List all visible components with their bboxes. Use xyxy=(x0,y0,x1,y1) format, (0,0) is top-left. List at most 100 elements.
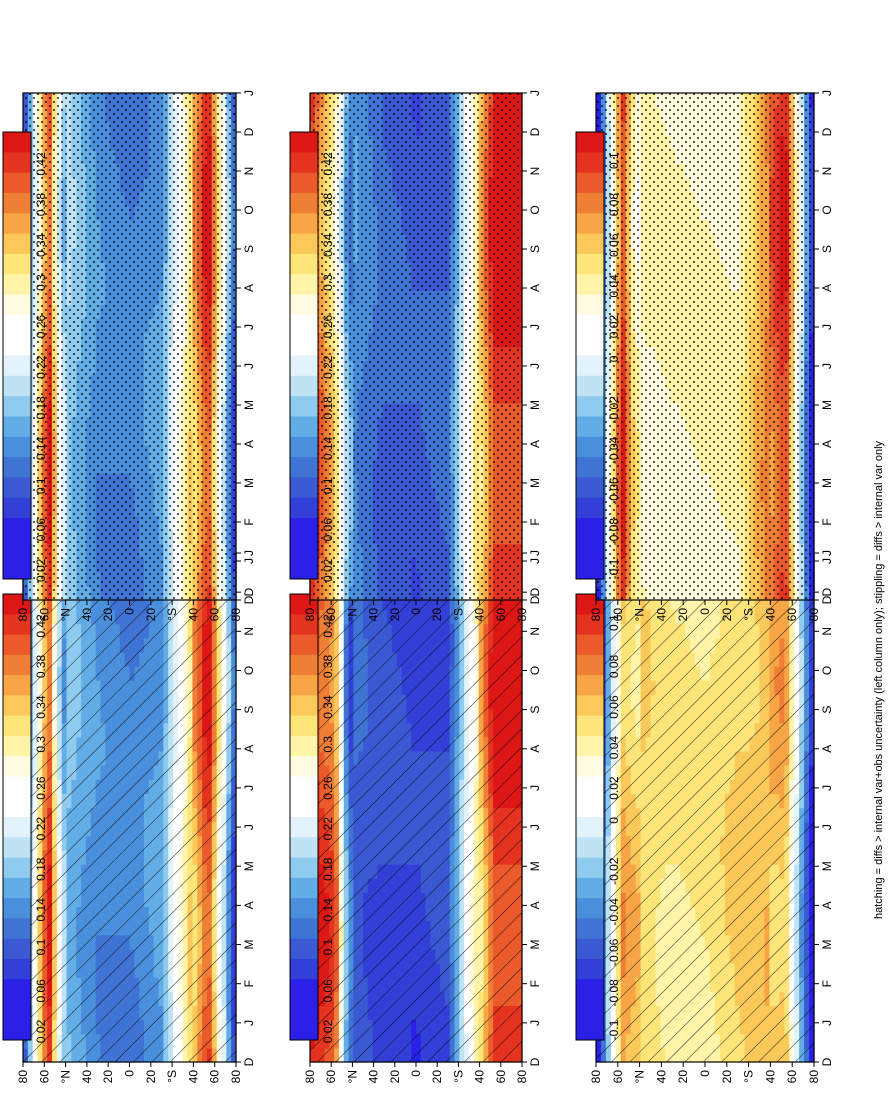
colorbar-bin xyxy=(3,918,31,939)
colorbar-bin xyxy=(3,878,31,899)
month-tick-label: D xyxy=(242,127,256,136)
colorbar-bin xyxy=(3,999,31,1020)
stippling-overlay xyxy=(23,93,236,600)
month-tick-label: M xyxy=(242,400,256,410)
month-tick-label: A xyxy=(528,901,542,909)
month-tick-label: M xyxy=(242,861,256,871)
colorbar-bin xyxy=(3,335,31,356)
month-tick-label: A xyxy=(242,901,256,909)
colorbar-bin xyxy=(3,356,31,377)
month-tick-label: F xyxy=(242,518,256,525)
colorbar-bin xyxy=(3,858,31,879)
lat-tick-label: 0 xyxy=(123,608,137,615)
lat-tick-label: 60 xyxy=(324,1070,338,1084)
colorbar-bin xyxy=(3,797,31,818)
colorbar-bin xyxy=(290,756,318,777)
colorbar-bin xyxy=(3,416,31,437)
month-tick-label: D xyxy=(528,587,542,596)
colorbar-label: 0.06 xyxy=(34,979,48,1003)
colorbar-bin xyxy=(3,498,31,519)
colorbar-bin xyxy=(3,837,31,858)
colorbar-label: 0.26 xyxy=(34,315,48,339)
colorbar-label: 0.38 xyxy=(34,193,48,217)
lat-tick-label: 40 xyxy=(473,1070,487,1084)
month-tick-label: M xyxy=(528,940,542,950)
lat-tick-label: 80 xyxy=(229,1070,243,1084)
colorbar-bin xyxy=(3,315,31,336)
colorbar-bin xyxy=(3,695,31,716)
lat-tick-label: °S xyxy=(165,608,179,621)
month-tick-label: D xyxy=(528,1057,542,1066)
colorbar-bin xyxy=(290,695,318,716)
month-tick-label: F xyxy=(242,980,256,987)
month-tick-label: O xyxy=(528,666,542,675)
month-tick-label: S xyxy=(242,245,256,253)
colorbar-bin xyxy=(3,716,31,737)
colorbar-label: 0.18 xyxy=(34,396,48,420)
colorbar-bin xyxy=(290,635,318,656)
colorbar-bin xyxy=(3,437,31,458)
lat-tick-label: 80 xyxy=(515,1070,529,1084)
colorbar-bin xyxy=(3,675,31,696)
lat-tick-label: 60 xyxy=(494,1070,508,1084)
colorbar-bin xyxy=(3,213,31,234)
colorbar-label: 0.02 xyxy=(34,558,48,582)
lat-tick-label: 60 xyxy=(208,1070,222,1084)
month-tick-label: A xyxy=(528,745,542,753)
lat-tick-label: 80 xyxy=(229,608,243,622)
colorbar-label: 0.02 xyxy=(34,1019,48,1043)
colorbar-bin xyxy=(3,477,31,498)
colorbar-bin xyxy=(3,979,31,1000)
lat-tick-label: 60 xyxy=(37,1070,51,1084)
colorbar-bin xyxy=(290,655,318,676)
colorbar-label: 0.26 xyxy=(34,776,48,800)
colorbar-bin xyxy=(3,538,31,559)
colorbar-bin xyxy=(290,776,318,797)
month-tick-label: J xyxy=(242,90,256,96)
month-tick-label: J xyxy=(242,558,256,564)
lat-tick-label: 0 xyxy=(123,1070,137,1077)
colorbar-label: 0.42 xyxy=(34,152,48,176)
colorbar-bin xyxy=(3,295,31,316)
lat-tick-label: °N xyxy=(59,608,73,621)
colorbar-bin xyxy=(3,173,31,194)
month-tick-label: A xyxy=(242,440,256,448)
month-tick-label: M xyxy=(242,940,256,950)
panel-p2: DJFMAMJJASONDJ8060°N4020020°S406080csiro… xyxy=(3,90,256,621)
colorbar-bin xyxy=(3,1020,31,1041)
month-tick-label: J xyxy=(242,324,256,330)
lat-tick-label: °S xyxy=(165,1070,179,1083)
month-tick-label: A xyxy=(242,745,256,753)
colorbar-label: 0.06 xyxy=(34,518,48,542)
lat-tick-label: 20 xyxy=(101,608,115,622)
lat-tick-label: 40 xyxy=(186,608,200,622)
month-tick-label: J xyxy=(242,363,256,369)
colorbar-bin xyxy=(3,939,31,960)
colorbar-bin xyxy=(290,736,318,757)
colorbar-label: 0.14 xyxy=(34,898,48,922)
lat-tick-label: 0 xyxy=(409,1070,423,1077)
month-tick-label: J xyxy=(528,1020,542,1026)
colorbar-bin xyxy=(3,457,31,478)
month-tick-label: D xyxy=(242,595,256,604)
colorbar-bin xyxy=(3,254,31,275)
colorbar-bin xyxy=(3,635,31,656)
colorbar-bin xyxy=(3,274,31,295)
month-tick-label: J xyxy=(242,824,256,830)
colorbar-label: 0.18 xyxy=(34,857,48,881)
colorbar-bin xyxy=(3,559,31,580)
colorbar-label: 0.22 xyxy=(34,355,48,379)
colorbar-bin xyxy=(290,716,318,737)
lat-tick-label: 40 xyxy=(80,608,94,622)
lat-tick-label: °S xyxy=(451,1070,465,1083)
lat-tick-label: 40 xyxy=(367,1070,381,1084)
month-tick-label: S xyxy=(528,706,542,714)
colorbar-label: 0.34 xyxy=(34,233,48,257)
colorbar-label: 0.1 xyxy=(34,938,48,955)
lat-tick-label: 20 xyxy=(430,1070,444,1084)
lat-tick-label: 20 xyxy=(144,608,158,622)
colorbar-bin xyxy=(3,518,31,539)
lat-tick-label: 80 xyxy=(303,1070,317,1084)
month-tick-label: F xyxy=(528,980,542,987)
colorbar-bin xyxy=(3,152,31,173)
